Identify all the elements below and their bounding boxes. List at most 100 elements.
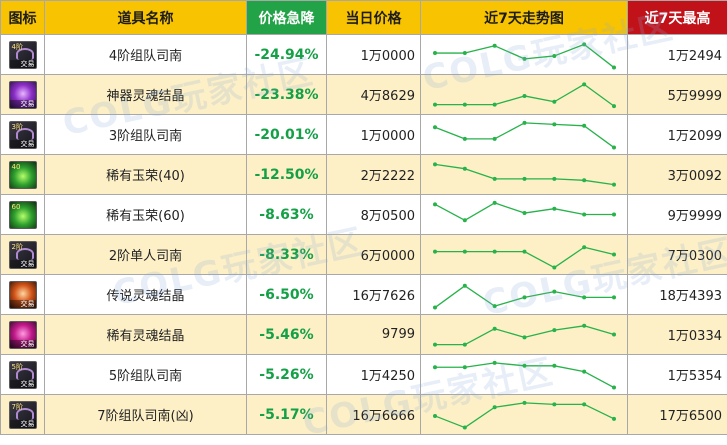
trend-segment	[465, 329, 495, 345]
item-name[interactable]: 7阶组队司南(凶)	[45, 395, 247, 435]
item-name[interactable]: 稀有玉荣(60)	[45, 195, 247, 235]
trend-chart-cell	[421, 115, 628, 155]
trend-point	[463, 167, 467, 171]
trend-chart-cell	[421, 355, 628, 395]
trend-point	[493, 44, 497, 48]
icon-badge: 2阶	[12, 243, 23, 251]
today-price: 9799	[327, 315, 421, 355]
icon-badge: 60	[12, 203, 21, 211]
trend-point	[523, 94, 527, 98]
7day-high-value: 1万2099	[628, 115, 727, 155]
trend-point	[523, 401, 527, 405]
trend-segment	[495, 123, 525, 139]
trend-point	[433, 162, 437, 166]
price-drop-value: -12.50%	[247, 155, 327, 195]
trend-point	[523, 335, 527, 339]
trend-point	[552, 54, 556, 58]
item-name[interactable]: 5阶组队司南	[45, 355, 247, 395]
price-drop-value: -24.94%	[247, 35, 327, 75]
icon-cell: 2阶交易	[1, 235, 45, 275]
trend-segment	[584, 180, 614, 184]
trend-chart-cell	[421, 395, 628, 435]
trend-point	[493, 405, 497, 409]
trend-sparkline	[421, 315, 628, 354]
trend-point	[463, 103, 467, 107]
trend-chart-cell	[421, 235, 628, 275]
icon-trade-tag: 交易	[10, 260, 36, 268]
trend-segment	[584, 326, 614, 335]
today-price: 4万8629	[327, 75, 421, 115]
today-price: 8万0500	[327, 195, 421, 235]
trend-segment	[435, 204, 465, 220]
trend-point	[612, 417, 616, 421]
trend-chart-cell	[421, 155, 628, 195]
trend-point	[612, 386, 616, 390]
trend-segment	[584, 44, 614, 67]
trend-point	[582, 213, 586, 217]
trend-sparkline	[421, 355, 628, 394]
today-price: 16万6666	[327, 395, 421, 435]
trend-chart-cell	[421, 75, 628, 115]
today-price: 16万7626	[327, 275, 421, 315]
trend-point	[463, 218, 467, 222]
trend-segment	[495, 96, 525, 105]
trend-segment	[554, 292, 584, 298]
7day-high-value: 17万6500	[628, 395, 727, 435]
icon-cell: 5阶交易	[1, 355, 45, 395]
header-today-price[interactable]: 当日价格	[327, 1, 421, 35]
trend-point	[493, 327, 497, 331]
trend-point	[433, 343, 437, 347]
header-7day-high[interactable]: 近7天最高	[628, 1, 727, 35]
item-name[interactable]: 传说灵魂结晶	[45, 275, 247, 315]
trend-segment	[554, 326, 584, 330]
item-name[interactable]: 3阶组队司南	[45, 115, 247, 155]
trend-point	[582, 402, 586, 406]
trend-segment	[495, 403, 525, 407]
icon-trade-tag: 交易	[10, 300, 36, 308]
item-name[interactable]: 2阶单人司南	[45, 235, 247, 275]
trend-point	[493, 361, 497, 365]
trend-point	[463, 343, 467, 347]
dark-scroll-icon: 7阶交易	[9, 401, 37, 429]
trend-segment	[525, 403, 555, 404]
7day-high-value: 5万9999	[628, 75, 727, 115]
trend-point	[433, 202, 437, 206]
item-name[interactable]: 稀有灵魂结晶	[45, 315, 247, 355]
trend-segment	[465, 203, 495, 220]
icon-trade-tag: 交易	[10, 100, 36, 108]
trend-point	[493, 304, 497, 308]
purple-soul-crystal-icon: 交易	[9, 81, 37, 109]
trend-point	[552, 266, 556, 270]
trend-sparkline	[421, 195, 628, 234]
trend-point	[552, 177, 556, 181]
today-price: 1万0000	[327, 35, 421, 75]
icon-cell: 60	[1, 195, 45, 235]
trend-segment	[495, 297, 525, 306]
trend-point	[552, 290, 556, 294]
icon-trade-tag: 交易	[10, 140, 36, 148]
trend-point	[523, 177, 527, 181]
item-name[interactable]: 神器灵魂结晶	[45, 75, 247, 115]
icon-cell: 交易	[1, 275, 45, 315]
item-name[interactable]: 4阶组队司南	[45, 35, 247, 75]
trend-point	[433, 250, 437, 254]
trend-point	[493, 250, 497, 254]
item-name[interactable]: 稀有玉荣(40)	[45, 155, 247, 195]
header-price-drop[interactable]: 价格急降	[247, 1, 327, 35]
trend-point	[523, 121, 527, 125]
trend-segment	[495, 363, 525, 366]
magenta-soul-crystal-icon: 交易	[9, 321, 37, 349]
trend-point	[582, 324, 586, 328]
header-icon: 图标	[1, 1, 45, 35]
7day-high-value: 1万2494	[628, 35, 727, 75]
